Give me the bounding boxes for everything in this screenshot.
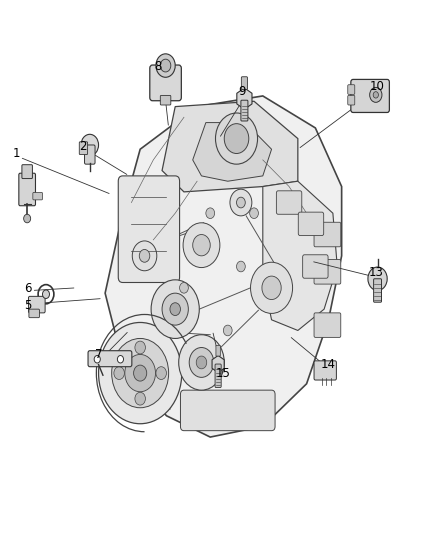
Text: 7: 7	[95, 348, 103, 361]
Circle shape	[125, 354, 155, 392]
Polygon shape	[162, 101, 298, 192]
FancyBboxPatch shape	[88, 351, 132, 367]
Circle shape	[134, 365, 147, 381]
Circle shape	[170, 303, 180, 316]
FancyBboxPatch shape	[22, 165, 32, 179]
Circle shape	[370, 87, 382, 102]
FancyBboxPatch shape	[303, 255, 328, 278]
Circle shape	[230, 189, 252, 216]
Text: 14: 14	[321, 358, 336, 371]
Circle shape	[224, 124, 249, 154]
FancyBboxPatch shape	[118, 176, 180, 282]
FancyBboxPatch shape	[33, 192, 42, 200]
Circle shape	[156, 54, 175, 77]
FancyBboxPatch shape	[276, 191, 302, 214]
Circle shape	[189, 348, 214, 377]
Circle shape	[160, 59, 171, 72]
Circle shape	[24, 214, 31, 223]
Circle shape	[196, 356, 207, 369]
FancyBboxPatch shape	[351, 79, 389, 112]
Text: 13: 13	[369, 266, 384, 279]
Circle shape	[193, 235, 210, 256]
Circle shape	[237, 261, 245, 272]
Text: 10: 10	[369, 80, 384, 93]
Circle shape	[368, 267, 387, 290]
Circle shape	[251, 262, 293, 313]
Circle shape	[179, 335, 224, 390]
Circle shape	[132, 241, 157, 271]
FancyBboxPatch shape	[314, 361, 336, 380]
Text: 2: 2	[79, 140, 86, 152]
FancyBboxPatch shape	[314, 260, 341, 284]
FancyBboxPatch shape	[29, 309, 39, 318]
FancyBboxPatch shape	[28, 296, 45, 313]
FancyBboxPatch shape	[150, 65, 181, 101]
Circle shape	[94, 356, 100, 363]
Circle shape	[42, 290, 49, 298]
Circle shape	[237, 197, 245, 208]
FancyBboxPatch shape	[374, 279, 381, 302]
Circle shape	[215, 113, 258, 164]
Circle shape	[135, 392, 145, 405]
FancyBboxPatch shape	[348, 95, 355, 105]
Circle shape	[114, 367, 124, 379]
Circle shape	[81, 134, 99, 156]
Circle shape	[99, 322, 182, 424]
Text: 5: 5	[24, 300, 32, 312]
FancyBboxPatch shape	[314, 222, 341, 247]
Text: 1: 1	[12, 147, 20, 160]
Circle shape	[262, 276, 281, 300]
Text: 8: 8	[154, 60, 162, 72]
FancyBboxPatch shape	[160, 95, 171, 105]
FancyBboxPatch shape	[79, 142, 88, 155]
FancyBboxPatch shape	[348, 85, 355, 94]
Circle shape	[156, 367, 166, 379]
Circle shape	[250, 208, 258, 219]
Circle shape	[112, 338, 169, 408]
FancyBboxPatch shape	[298, 212, 324, 236]
FancyBboxPatch shape	[215, 364, 221, 387]
Circle shape	[206, 208, 215, 219]
Polygon shape	[263, 181, 337, 330]
Circle shape	[135, 341, 145, 354]
FancyBboxPatch shape	[85, 145, 95, 164]
Circle shape	[373, 92, 378, 98]
FancyBboxPatch shape	[216, 345, 220, 356]
FancyBboxPatch shape	[241, 77, 247, 90]
Text: 9: 9	[239, 85, 246, 98]
FancyBboxPatch shape	[241, 100, 248, 121]
FancyBboxPatch shape	[314, 313, 341, 337]
Circle shape	[183, 223, 220, 268]
Circle shape	[162, 293, 188, 325]
Circle shape	[223, 325, 232, 336]
Circle shape	[139, 249, 150, 262]
FancyBboxPatch shape	[19, 173, 35, 206]
FancyBboxPatch shape	[180, 390, 275, 431]
Text: 6: 6	[24, 282, 32, 295]
Circle shape	[180, 282, 188, 293]
Polygon shape	[193, 123, 272, 181]
Polygon shape	[105, 96, 342, 437]
Text: 15: 15	[215, 367, 230, 379]
Circle shape	[151, 280, 199, 338]
Circle shape	[117, 356, 124, 363]
